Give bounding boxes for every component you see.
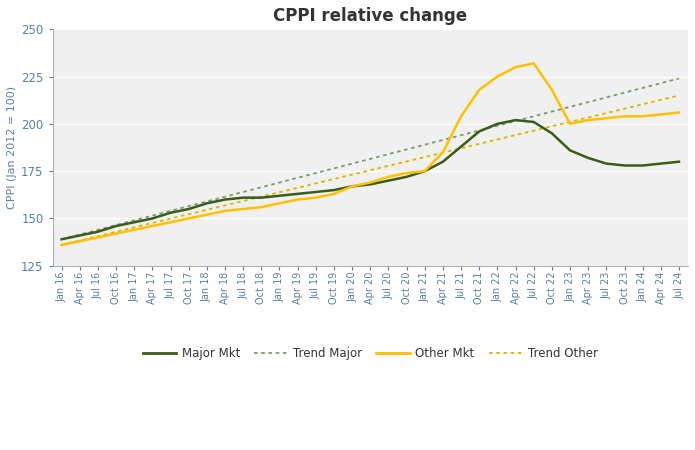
Y-axis label: CPPI (Jan 2012 = 100): CPPI (Jan 2012 = 100): [7, 86, 17, 209]
Title: CPPI relative change: CPPI relative change: [273, 7, 467, 25]
Legend: Major Mkt, Trend Major, Other Mkt, Trend Other: Major Mkt, Trend Major, Other Mkt, Trend…: [138, 342, 603, 365]
